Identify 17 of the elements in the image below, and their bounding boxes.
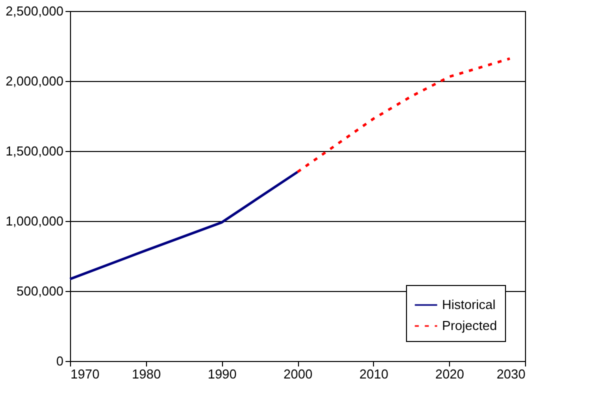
y-tick-label: 2,500,000 [6,4,64,18]
y-tick-label: 500,000 [16,284,64,298]
x-tick-label: 1980 [132,366,161,382]
legend-label: Projected [442,318,497,333]
y-tick-label: 1,500,000 [6,144,64,158]
line-series [296,57,512,174]
x-tick-label: 2010 [359,366,388,382]
legend-label: Historical [442,297,496,312]
x-tick-label: 1990 [208,366,237,382]
y-tick-label: 1,000,000 [6,214,64,228]
y-tick-label: 0 [56,354,64,368]
x-tick-label: 2000 [284,366,312,382]
y-tick-label: 2,000,000 [6,74,64,88]
x-tick-label: 1970 [70,366,100,382]
line-series [68,170,299,280]
x-tick-label: 2020 [435,366,464,382]
x-tick-label: 2030 [496,366,526,382]
